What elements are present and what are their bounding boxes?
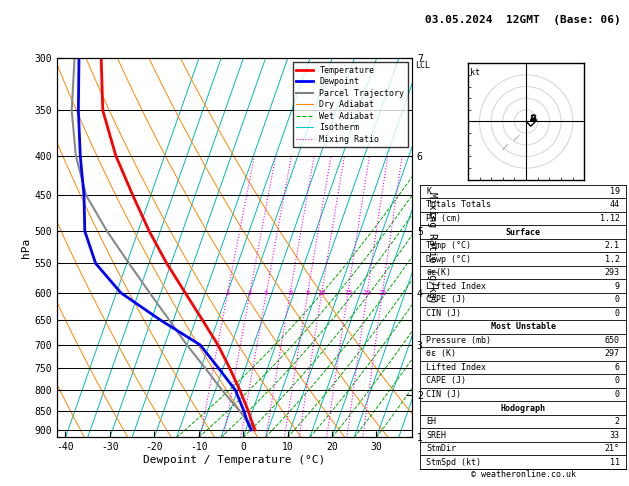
Text: kt: kt xyxy=(470,68,480,77)
Text: 6: 6 xyxy=(288,290,292,296)
Text: LCL: LCL xyxy=(416,61,430,70)
Text: StmSpd (kt): StmSpd (kt) xyxy=(426,458,481,467)
Text: 8: 8 xyxy=(306,290,310,296)
Text: 9: 9 xyxy=(615,282,620,291)
Text: θε(K): θε(K) xyxy=(426,268,452,277)
Text: Lifted Index: Lifted Index xyxy=(426,363,486,372)
Text: Pressure (mb): Pressure (mb) xyxy=(426,336,491,345)
Text: 10: 10 xyxy=(318,290,326,296)
Text: 293: 293 xyxy=(604,268,620,277)
Text: 1.2: 1.2 xyxy=(604,255,620,263)
Text: PW (cm): PW (cm) xyxy=(426,214,461,223)
Text: Dewp (°C): Dewp (°C) xyxy=(426,255,471,263)
Text: 3: 3 xyxy=(248,290,252,296)
Text: 0: 0 xyxy=(615,390,620,399)
Text: 297: 297 xyxy=(604,349,620,358)
Y-axis label: hPa: hPa xyxy=(21,238,31,258)
Text: 2: 2 xyxy=(615,417,620,426)
Text: CIN (J): CIN (J) xyxy=(426,309,461,318)
Text: Totals Totals: Totals Totals xyxy=(426,201,491,209)
Text: SREH: SREH xyxy=(426,431,447,440)
Text: 0: 0 xyxy=(615,377,620,385)
Text: Lifted Index: Lifted Index xyxy=(426,282,486,291)
Text: 11: 11 xyxy=(610,458,620,467)
Text: EH: EH xyxy=(426,417,437,426)
Text: K: K xyxy=(426,187,431,196)
Text: 2: 2 xyxy=(226,290,230,296)
Text: 15: 15 xyxy=(343,290,352,296)
Text: 0: 0 xyxy=(615,309,620,318)
X-axis label: Dewpoint / Temperature (°C): Dewpoint / Temperature (°C) xyxy=(143,455,325,465)
Text: © weatheronline.co.uk: © weatheronline.co.uk xyxy=(470,469,576,479)
Text: 25: 25 xyxy=(378,290,387,296)
Text: 20: 20 xyxy=(363,290,371,296)
Text: 33: 33 xyxy=(610,431,620,440)
Text: 0: 0 xyxy=(615,295,620,304)
Text: 650: 650 xyxy=(604,336,620,345)
Text: 21°: 21° xyxy=(604,444,620,453)
Text: CAPE (J): CAPE (J) xyxy=(426,295,466,304)
Text: CAPE (J): CAPE (J) xyxy=(426,377,466,385)
Text: Temp (°C): Temp (°C) xyxy=(426,241,471,250)
Y-axis label: Mixing Ratio (g/kg): Mixing Ratio (g/kg) xyxy=(426,192,437,304)
Text: 4: 4 xyxy=(264,290,269,296)
Text: Most Unstable: Most Unstable xyxy=(491,322,555,331)
Text: 19: 19 xyxy=(610,187,620,196)
Text: 03.05.2024  12GMT  (Base: 06): 03.05.2024 12GMT (Base: 06) xyxy=(425,15,621,25)
Text: 2.1: 2.1 xyxy=(604,241,620,250)
Text: CIN (J): CIN (J) xyxy=(426,390,461,399)
Text: 1.12: 1.12 xyxy=(599,214,620,223)
Text: Surface: Surface xyxy=(506,227,540,237)
Text: Hodograph: Hodograph xyxy=(501,403,545,413)
Text: θε (K): θε (K) xyxy=(426,349,457,358)
Text: 44: 44 xyxy=(610,201,620,209)
Legend: Temperature, Dewpoint, Parcel Trajectory, Dry Adiabat, Wet Adiabat, Isotherm, Mi: Temperature, Dewpoint, Parcel Trajectory… xyxy=(293,63,408,147)
Text: StmDir: StmDir xyxy=(426,444,457,453)
Text: 6: 6 xyxy=(615,363,620,372)
